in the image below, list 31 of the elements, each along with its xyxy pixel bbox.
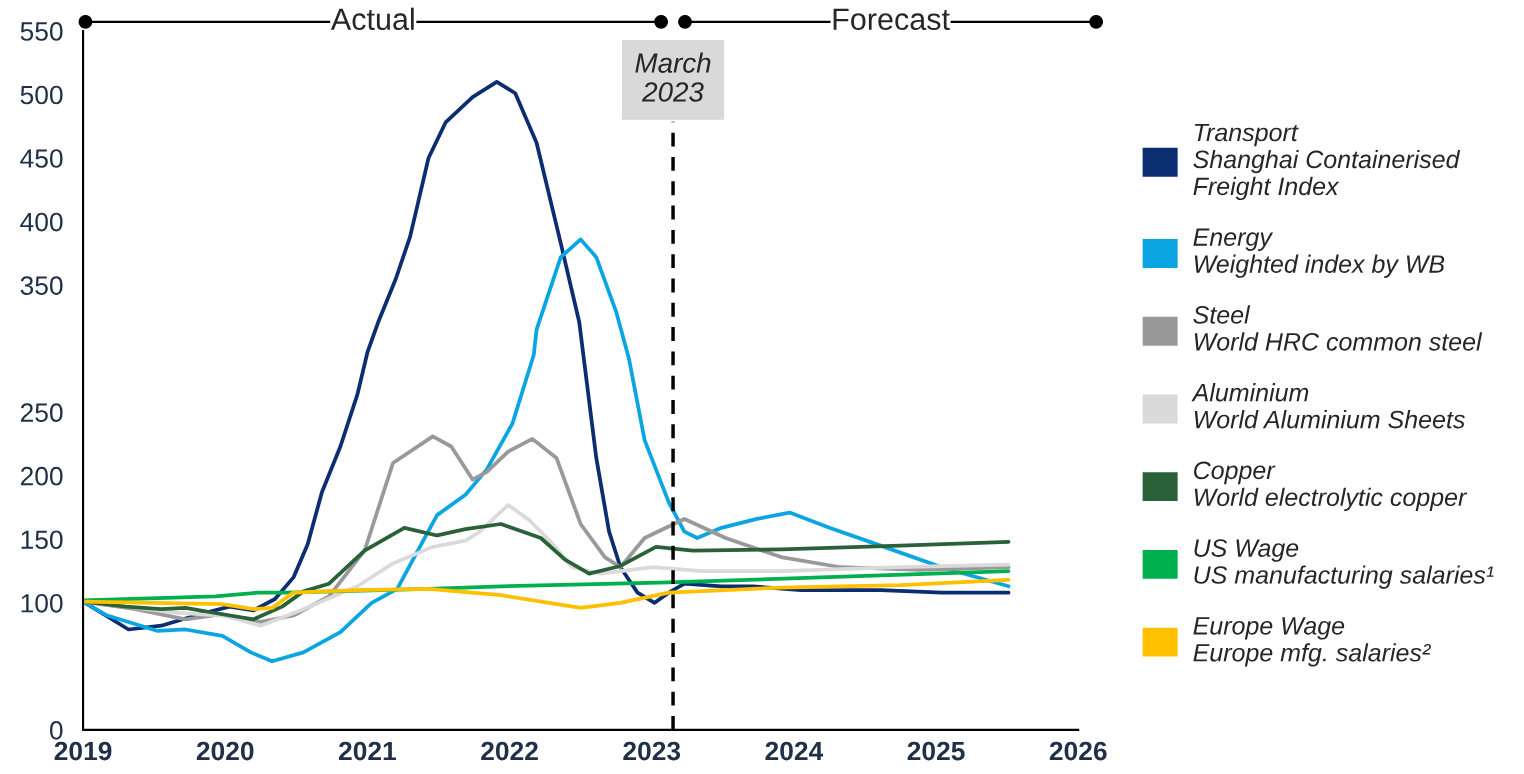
legend-label: Energy Weighted index by WB	[1193, 228, 1445, 278]
legend-label: Europe Wage Europe mfg. salaries²	[1193, 617, 1431, 667]
x-tick-label: 2026	[1049, 741, 1107, 761]
y-tick-label: 400	[20, 212, 63, 232]
x-tick-label: 2024	[765, 741, 824, 761]
x-tick-label: 2023	[623, 741, 681, 761]
text: Forecast	[833, 8, 950, 31]
y-tick-label: 250	[20, 403, 63, 423]
y-tick-label: 450	[20, 149, 63, 168]
y-tick-label: 350	[20, 276, 63, 295]
line-series	[83, 237, 1011, 664]
x-tick-label: 2019	[54, 741, 112, 761]
legend-label: Steel World HRC common steel	[1193, 305, 1483, 351]
legend-label: Transport Shanghai Containerised Freight Index	[1193, 123, 1461, 201]
text: Actual	[330, 7, 414, 31]
legend-label: Copper World electrolytic copper	[1194, 461, 1468, 512]
line-series	[83, 578, 1011, 612]
x-tick-label: 2025	[907, 741, 965, 761]
y-tick-label: 550	[20, 22, 63, 41]
y-tick-label: 200	[20, 466, 63, 486]
legend-label: US Wage US manufacturing salaries¹	[1194, 539, 1494, 589]
x-tick-label: 2020	[196, 741, 254, 761]
ref-line-label: March 2023	[635, 52, 711, 102]
x-tick-label: 2022	[481, 741, 538, 761]
y-tick-label: 150	[21, 530, 63, 550]
x-tick-label: 2021	[338, 741, 397, 761]
y-tick-label: 500	[20, 85, 63, 105]
legend-label: Aluminium World Aluminium Sheets	[1191, 383, 1465, 429]
y-tick-label: 100	[21, 593, 63, 613]
y-tick-label: 0	[49, 721, 63, 740]
line-series	[83, 522, 1011, 622]
